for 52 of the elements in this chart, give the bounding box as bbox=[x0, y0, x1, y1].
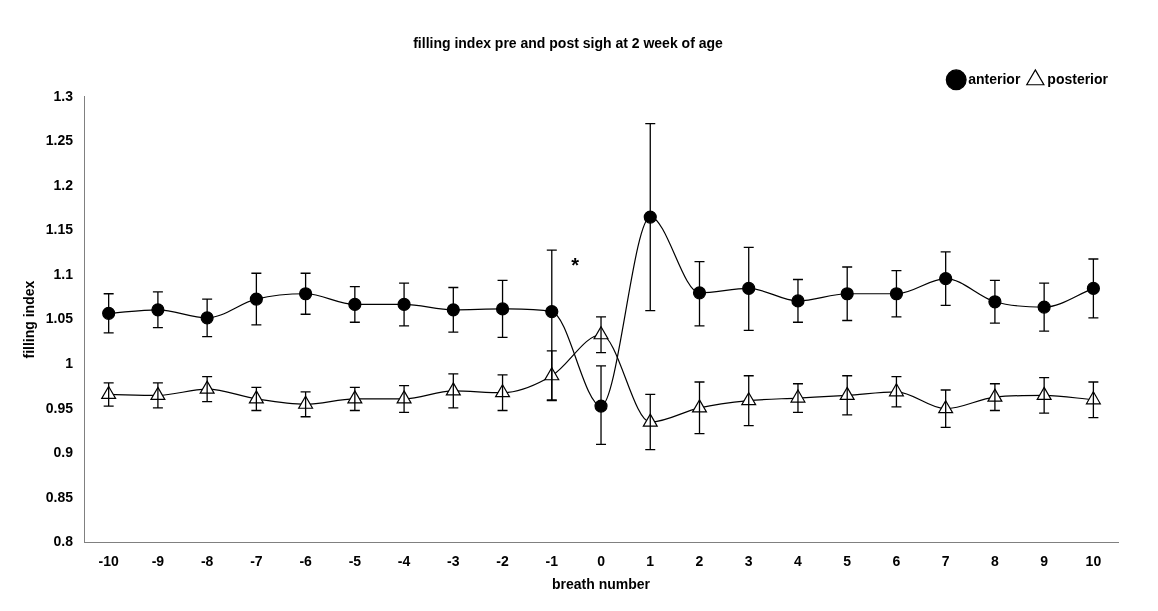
x-tick-label: 9 bbox=[1040, 552, 1049, 569]
point bbox=[692, 286, 707, 300]
x-tick-label: -8 bbox=[200, 552, 214, 569]
point bbox=[495, 302, 510, 316]
x-tick-label: -9 bbox=[151, 552, 165, 569]
y-tick-label: 1.1 bbox=[53, 265, 74, 282]
x-tick-label: 8 bbox=[991, 552, 1000, 569]
x-tick-label: 3 bbox=[744, 552, 753, 569]
x-axis-title: breath number bbox=[552, 576, 651, 593]
x-tick-label: 6 bbox=[892, 552, 901, 569]
y-tick-label: 0.95 bbox=[45, 399, 74, 416]
x-tick-label: 5 bbox=[843, 552, 852, 569]
x-tick-label: -6 bbox=[299, 552, 313, 569]
x-tick-label: 7 bbox=[941, 552, 950, 569]
y-tick-label: 0.85 bbox=[45, 488, 74, 505]
point bbox=[348, 297, 362, 312]
point bbox=[889, 287, 904, 301]
point bbox=[299, 287, 313, 301]
x-tick-label: -5 bbox=[348, 552, 362, 569]
point bbox=[1086, 281, 1100, 296]
y-tick-label: 1.15 bbox=[45, 221, 74, 238]
x-tick-label: -2 bbox=[496, 552, 509, 569]
annotation: * bbox=[571, 253, 580, 276]
x-tick-label: 0 bbox=[597, 552, 606, 569]
point bbox=[742, 281, 756, 296]
x-tick-label: 4 bbox=[794, 552, 803, 569]
chart-title: filling index pre and post sigh at 2 week of age bbox=[413, 35, 724, 52]
x-tick-label: 2 bbox=[695, 552, 704, 569]
y-tick-label: 1.3 bbox=[53, 87, 74, 104]
y-tick-label: 0.9 bbox=[53, 444, 74, 461]
point bbox=[840, 287, 854, 301]
x-tick-label: -10 bbox=[98, 552, 119, 569]
point bbox=[939, 272, 953, 286]
legend-label: anterior bbox=[968, 70, 1021, 87]
x-tick-label: -1 bbox=[545, 552, 559, 569]
y-tick-label: 1.25 bbox=[45, 132, 74, 149]
x-tick-label: -7 bbox=[250, 552, 263, 569]
x-tick-label: -4 bbox=[397, 552, 411, 569]
x-tick-label: 1 bbox=[646, 552, 655, 569]
x-tick-label: -3 bbox=[447, 552, 460, 569]
x-tick-label: 10 bbox=[1085, 552, 1102, 569]
point bbox=[102, 306, 116, 320]
y-tick-label: 1 bbox=[65, 355, 74, 372]
point bbox=[643, 210, 657, 224]
y-axis-title: filling index bbox=[21, 280, 38, 359]
y-tick-label: 0.8 bbox=[53, 533, 74, 550]
point bbox=[249, 292, 263, 306]
y-tick-label: 1.2 bbox=[53, 176, 74, 193]
point bbox=[545, 304, 559, 319]
y-tick-label: 1.05 bbox=[45, 310, 74, 327]
legend-label: posterior bbox=[1047, 70, 1109, 87]
point bbox=[446, 303, 460, 317]
